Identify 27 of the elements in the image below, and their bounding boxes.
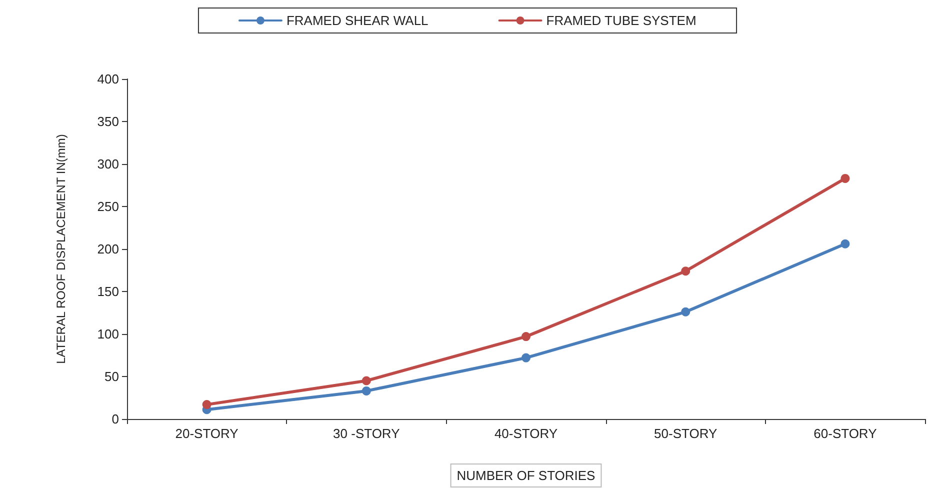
x-tick-label: 60-STORY [814, 426, 878, 441]
x-tick-label: 40-STORY [494, 426, 558, 441]
y-axis-title: LATERAL ROOF DISPLACEMENT IN(mm) [54, 134, 68, 364]
legend-label: FRAMED SHEAR WALL [286, 13, 428, 28]
point [362, 386, 371, 396]
y-tick-label: 150 [97, 284, 119, 299]
x-tick-label: 30 -STORY [333, 426, 400, 441]
y-tick-label: 200 [97, 242, 119, 256]
legend-label: FRAMED TUBE SYSTEM [546, 13, 696, 28]
y-tick-label: 50 [104, 369, 119, 384]
point [362, 376, 371, 386]
x-tick-label: 20-STORY [175, 426, 239, 441]
point [840, 239, 850, 248]
x-tick-label: 50-STORY [654, 426, 718, 441]
point [681, 307, 690, 316]
y-tick-label: 0 [112, 412, 119, 426]
y-tick-label: 300 [97, 156, 119, 172]
y-tick-label: 250 [97, 199, 119, 214]
y-tick-label: 350 [97, 114, 119, 129]
point [522, 353, 530, 362]
point [522, 332, 530, 342]
point [681, 266, 690, 276]
y-tick-label: 100 [97, 326, 119, 342]
point [202, 400, 212, 410]
point [840, 174, 850, 183]
x-axis-title: NUMBER OF STORIES [456, 468, 596, 483]
y-tick-label: 400 [97, 72, 119, 86]
